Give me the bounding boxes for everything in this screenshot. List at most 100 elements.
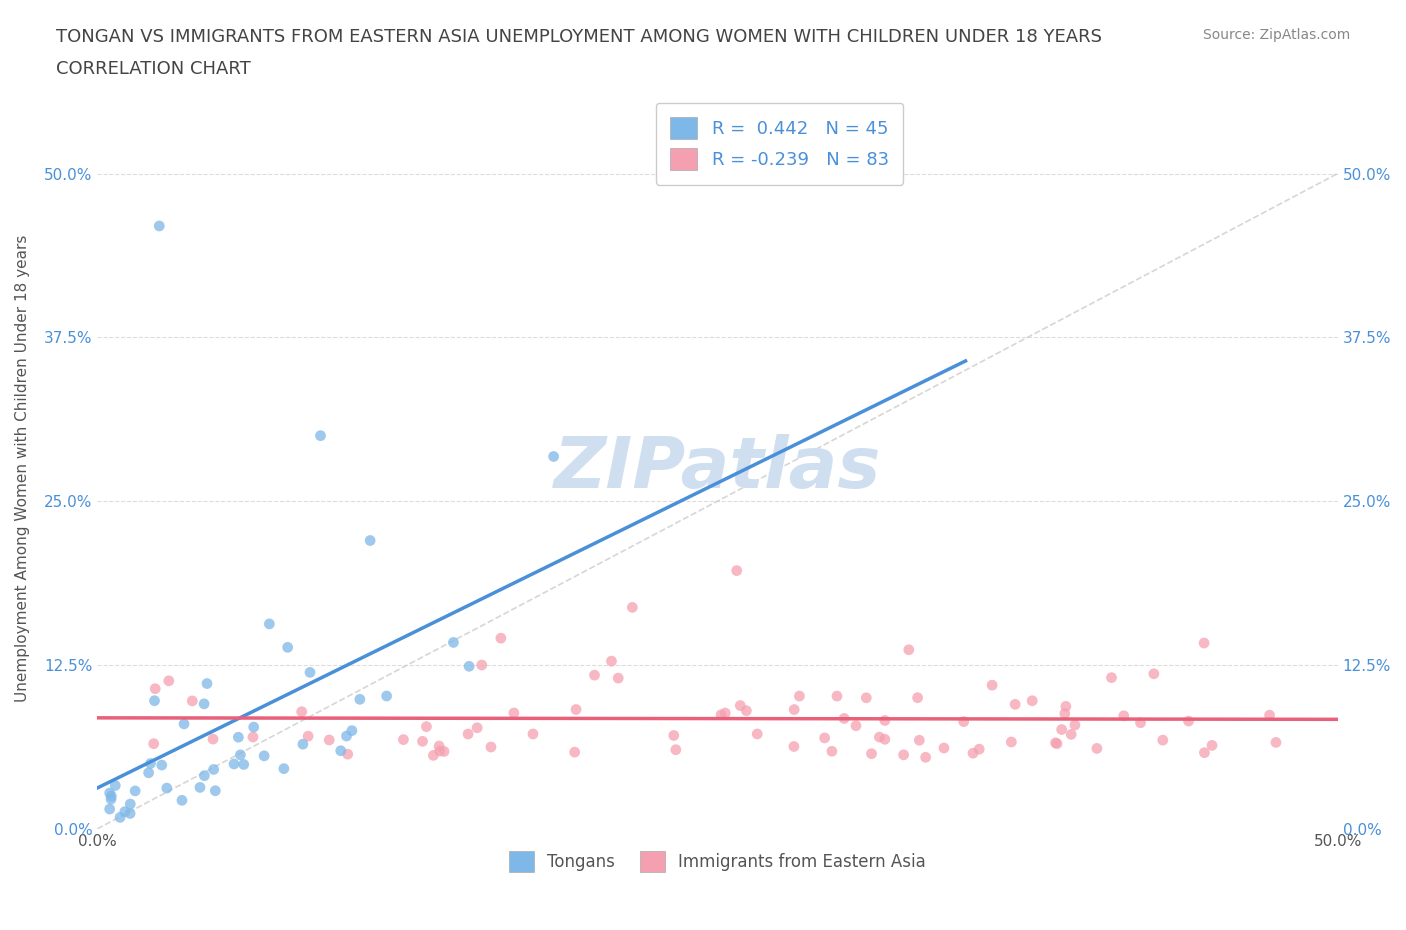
- Point: [429, 744, 451, 759]
- Point: [471, 658, 494, 672]
- Point: [1152, 733, 1174, 748]
- Point: [457, 726, 479, 741]
- Point: [814, 730, 837, 745]
- Point: [725, 564, 748, 578]
- Point: [298, 665, 321, 680]
- Point: [443, 635, 465, 650]
- Point: [714, 706, 737, 721]
- Point: [329, 743, 352, 758]
- Point: [1021, 694, 1043, 709]
- Point: [1143, 667, 1166, 682]
- Point: [375, 688, 398, 703]
- Point: [139, 756, 162, 771]
- Point: [291, 737, 314, 751]
- Point: [143, 693, 166, 708]
- Point: [229, 748, 252, 763]
- Point: [893, 748, 915, 763]
- Point: [427, 738, 450, 753]
- Point: [259, 617, 281, 631]
- Point: [489, 631, 512, 645]
- Point: [907, 690, 929, 705]
- Point: [359, 533, 381, 548]
- Point: [564, 745, 586, 760]
- Point: [195, 676, 218, 691]
- Point: [789, 688, 811, 703]
- Point: [600, 654, 623, 669]
- Point: [607, 671, 630, 685]
- Point: [228, 730, 250, 745]
- Point: [747, 726, 769, 741]
- Point: [503, 706, 526, 721]
- Point: [422, 748, 444, 763]
- Point: [1064, 718, 1087, 733]
- Point: [1046, 737, 1069, 751]
- Point: [1265, 735, 1288, 750]
- Point: [100, 791, 122, 806]
- Point: [309, 428, 332, 443]
- Point: [138, 765, 160, 780]
- Point: [1050, 722, 1073, 737]
- Point: [621, 600, 644, 615]
- Point: [1192, 635, 1215, 650]
- Point: [932, 740, 955, 755]
- Point: [825, 688, 848, 703]
- Point: [908, 733, 931, 748]
- Point: [349, 692, 371, 707]
- Point: [157, 673, 180, 688]
- Point: [543, 449, 565, 464]
- Point: [204, 783, 226, 798]
- Point: [1060, 727, 1083, 742]
- Point: [114, 804, 136, 819]
- Point: [156, 780, 179, 795]
- Point: [821, 744, 844, 759]
- Point: [108, 810, 131, 825]
- Point: [318, 733, 340, 748]
- Point: [98, 786, 121, 801]
- Text: ZIPatlas: ZIPatlas: [554, 434, 882, 503]
- Point: [1112, 709, 1135, 724]
- Point: [914, 750, 936, 764]
- Point: [336, 747, 359, 762]
- Point: [855, 690, 877, 705]
- Point: [297, 729, 319, 744]
- Point: [143, 682, 166, 697]
- Point: [735, 703, 758, 718]
- Point: [392, 732, 415, 747]
- Point: [415, 719, 437, 734]
- Point: [124, 783, 146, 798]
- Point: [873, 732, 896, 747]
- Point: [148, 219, 170, 233]
- Point: [897, 643, 920, 658]
- Point: [433, 744, 456, 759]
- Point: [952, 714, 974, 729]
- Point: [340, 724, 363, 738]
- Point: [412, 734, 434, 749]
- Point: [181, 694, 204, 709]
- Text: CORRELATION CHART: CORRELATION CHART: [56, 60, 252, 78]
- Point: [1129, 715, 1152, 730]
- Point: [1258, 708, 1281, 723]
- Point: [104, 778, 127, 793]
- Point: [868, 730, 890, 745]
- Point: [873, 713, 896, 728]
- Point: [832, 711, 855, 726]
- Point: [170, 793, 193, 808]
- Point: [120, 806, 142, 821]
- Point: [962, 746, 984, 761]
- Point: [98, 802, 121, 817]
- Point: [583, 668, 606, 683]
- Point: [522, 726, 544, 741]
- Point: [188, 780, 211, 795]
- Point: [242, 729, 264, 744]
- Point: [1000, 735, 1022, 750]
- Point: [202, 762, 225, 777]
- Point: [565, 702, 588, 717]
- Point: [193, 768, 215, 783]
- Point: [1194, 745, 1216, 760]
- Point: [665, 742, 688, 757]
- Point: [860, 746, 883, 761]
- Point: [710, 708, 733, 723]
- Point: [1177, 713, 1199, 728]
- Point: [173, 716, 195, 731]
- Point: [1053, 706, 1076, 721]
